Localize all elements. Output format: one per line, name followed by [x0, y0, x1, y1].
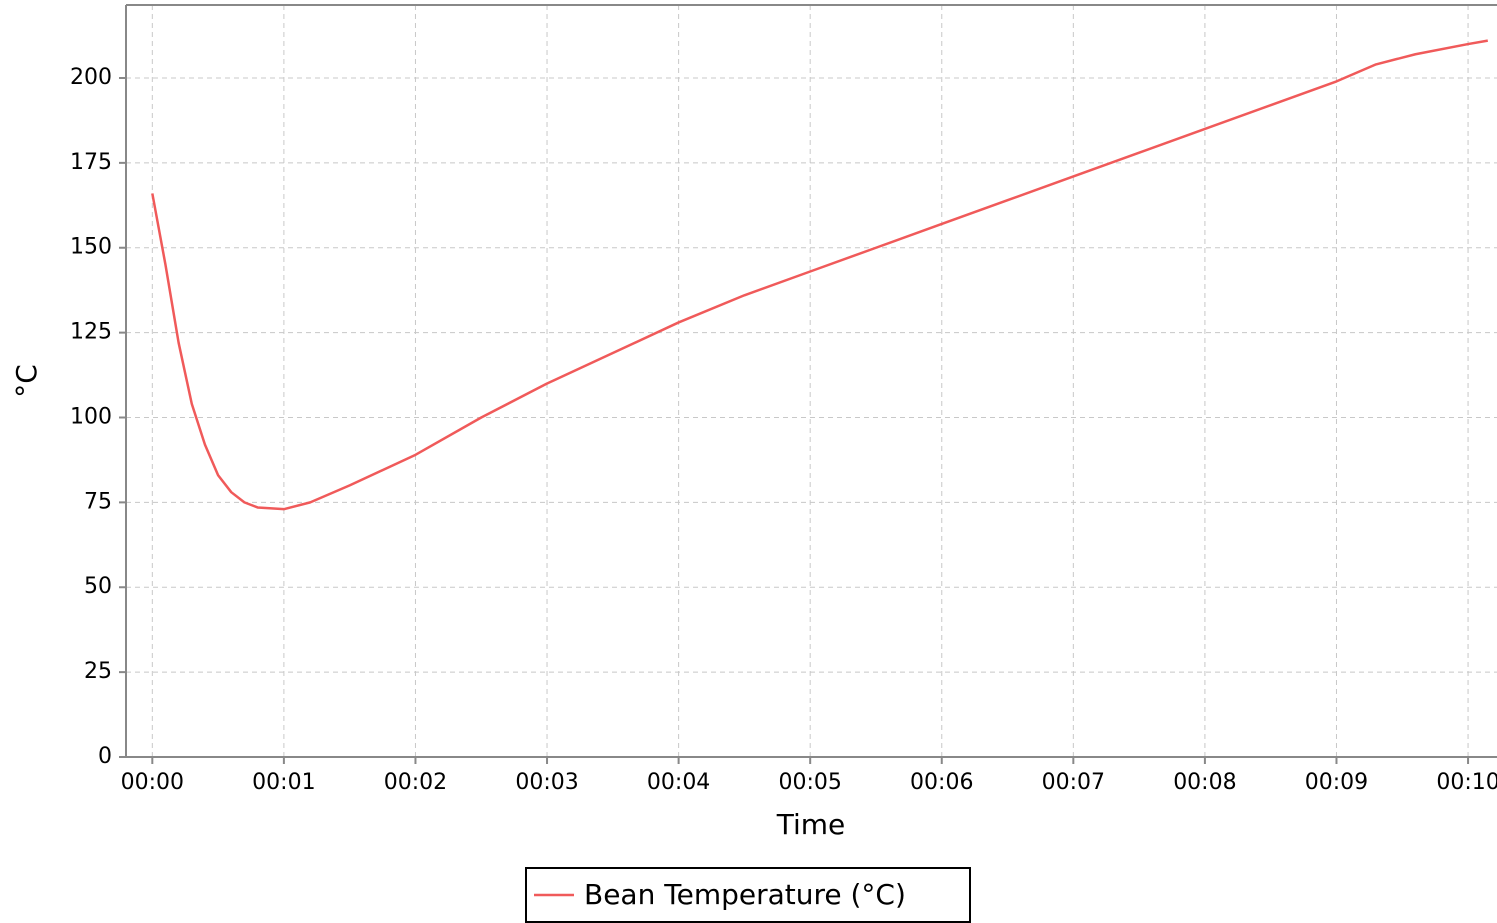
x-tick-label: 00:07 [1042, 770, 1105, 795]
x-axis-title: Time [776, 808, 846, 841]
legend-label: Bean Temperature (°C) [584, 878, 906, 911]
x-tick-label: 00:08 [1173, 770, 1236, 795]
x-tick-label: 00:10 [1436, 770, 1497, 795]
y-tick-label: 50 [84, 574, 112, 599]
legend-box [525, 867, 971, 923]
y-tick-label: 75 [84, 489, 112, 514]
y-tick-label: 25 [84, 659, 112, 684]
x-tick-label: 00:00 [121, 770, 184, 795]
x-tick-label: 00:01 [252, 770, 315, 795]
y-tick-label: 200 [70, 65, 112, 90]
data-line [151, 39, 1489, 511]
x-tick-label: 00:05 [778, 770, 841, 795]
y-tick-label: 100 [70, 404, 112, 429]
y-tick-label: 125 [70, 320, 112, 345]
y-tick-label: 175 [70, 150, 112, 175]
x-tick-label: 00:03 [515, 770, 578, 795]
x-tick-label: 00:02 [384, 770, 447, 795]
x-tick-label: 00:04 [647, 770, 710, 795]
x-tick-label: 00:06 [910, 770, 973, 795]
x-tick-label: 00:09 [1305, 770, 1368, 795]
y-axis-title: °C [10, 364, 43, 398]
y-tick-label: 150 [70, 235, 112, 260]
y-tick-label: 0 [98, 744, 112, 769]
